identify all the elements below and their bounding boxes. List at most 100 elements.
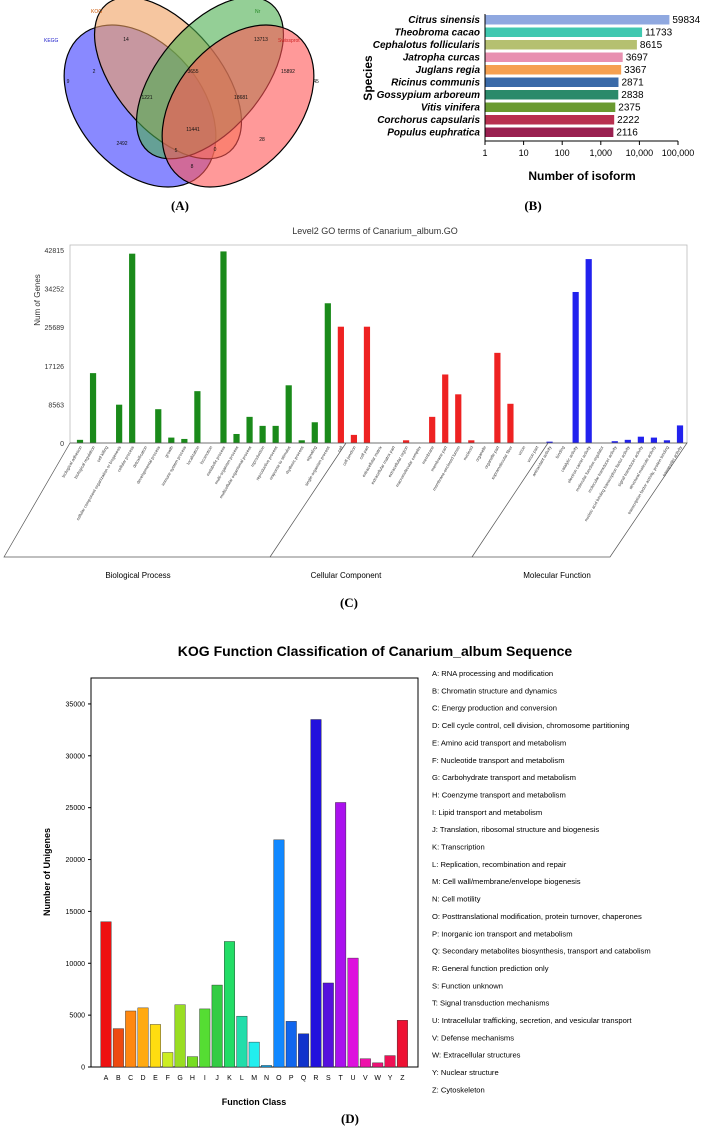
category-label: P <box>289 1075 294 1082</box>
category-label: signaling <box>305 444 318 461</box>
bar <box>485 102 616 112</box>
venn-region-value: 2492 <box>116 141 127 147</box>
plot-frame <box>69 244 688 444</box>
bar-value-label: 2838 <box>621 90 644 101</box>
bar <box>168 437 175 443</box>
y-tick-label: 0 <box>81 1065 85 1072</box>
category-label: binding <box>554 444 565 459</box>
bar <box>246 416 253 443</box>
legend-item: O: Posttranslational modification, prote… <box>432 912 642 921</box>
category-label: R <box>313 1075 318 1082</box>
bar <box>485 115 615 125</box>
bar <box>125 1010 137 1068</box>
bar <box>676 425 684 443</box>
venn-region-value: 18681 <box>234 95 248 101</box>
bar <box>285 1021 297 1068</box>
category-label: C <box>128 1075 133 1082</box>
category-label: H <box>190 1075 195 1082</box>
legend-item: K: Transcription <box>432 843 485 852</box>
bar <box>259 425 266 443</box>
category-label: immune system process <box>160 445 187 487</box>
category-label: S <box>326 1075 331 1082</box>
y-tick-label: 5000 <box>69 1013 85 1020</box>
y-tick-label: 0 <box>60 441 64 448</box>
bar <box>155 409 162 443</box>
category-label: Ricinus communis <box>391 78 480 89</box>
bar <box>149 1024 161 1068</box>
category-label: cell killing <box>96 444 110 463</box>
legend-item: C: Energy production and conversion <box>432 704 557 713</box>
category-label: Jatropha curcas <box>403 53 481 64</box>
bar <box>663 440 671 443</box>
y-tick-label: 25000 <box>66 805 86 812</box>
bar <box>485 52 623 62</box>
bar <box>429 416 436 443</box>
category-label: nucleoid <box>462 444 474 461</box>
venn-region-value: 13713 <box>254 37 268 43</box>
category-label: organelle <box>474 444 487 462</box>
legend-item: M: Cell wall/membrane/envelope biogenesi… <box>432 877 581 886</box>
y-axis-title: Number of Unigenes <box>42 828 52 916</box>
bar <box>335 802 347 1068</box>
bar <box>507 403 514 443</box>
bar <box>186 1056 198 1068</box>
bar-value-label: 2222 <box>617 115 640 126</box>
category-label: Corchorus capsularis <box>377 115 480 126</box>
bar-value-label: 8615 <box>640 40 663 51</box>
y-tick-label: 30000 <box>66 753 86 760</box>
bar <box>162 1052 174 1068</box>
category-label: developmental process <box>135 445 161 485</box>
venn-region-value: 8 <box>191 164 194 170</box>
legend-item: F: Nucleotide transport and metabolism <box>432 756 565 765</box>
legend-item: W: Extracellular structures <box>432 1051 521 1060</box>
category-label: virion part <box>526 444 540 463</box>
bar <box>220 251 227 443</box>
bar <box>261 1065 272 1068</box>
venn-set-label-swissprot: Swissprot <box>278 38 300 44</box>
category-label: growth <box>164 444 175 458</box>
y-tick-label: 8563 <box>48 402 64 409</box>
bar <box>311 422 318 443</box>
category-label: cell part <box>358 444 370 460</box>
category-label: Gossypium arboreum <box>377 90 480 101</box>
bar <box>211 984 223 1068</box>
venn-region-value: 1221 <box>141 95 152 101</box>
group-divider <box>269 442 347 558</box>
venn-region-value: 9 <box>67 79 70 85</box>
bar <box>485 90 619 100</box>
legend-item: A: RNA processing and modification <box>432 669 553 678</box>
venn-region-value: 2 <box>93 69 96 75</box>
category-label: D <box>141 1075 146 1082</box>
legend-item: I: Lipid transport and metabolism <box>432 808 542 817</box>
legend-item: S: Function unknown <box>432 981 503 990</box>
category-label: Cephalotus follicularis <box>373 40 481 51</box>
category-label: E <box>153 1075 158 1082</box>
bar-value-label: 2871 <box>621 78 644 89</box>
venn-diagram: KEGG KOG Nr Swissprot 9 14 13713 45 2 36… <box>44 0 319 188</box>
bar <box>442 374 449 443</box>
x-tick-label: 10 <box>519 148 529 158</box>
legend-item: Q: Secondary metabolites biosynthesis, t… <box>432 947 651 956</box>
legend-item: E: Amino acid transport and metabolism <box>432 738 566 747</box>
bar <box>485 77 619 87</box>
venn-region-value: 28 <box>259 137 265 143</box>
category-label: Q <box>301 1075 307 1082</box>
bar <box>174 1004 186 1068</box>
bar <box>624 439 631 443</box>
chart-title: KOG Function Classification of Canarium_… <box>178 643 573 659</box>
legend-item: D: Cell cycle control, cell division, ch… <box>432 721 630 730</box>
y-tick-label: 10000 <box>66 961 86 968</box>
legend-item: B: Chromatin structure and dynamics <box>432 686 557 695</box>
venn-set-swissprot <box>161 24 315 188</box>
bar <box>363 326 371 443</box>
bar <box>372 1062 384 1068</box>
bar <box>324 303 331 443</box>
panel-label-b: (B) <box>524 198 541 213</box>
legend-item: N: Cell motility <box>432 895 481 904</box>
venn-set-label-kog: KOG <box>91 9 102 15</box>
legend-item: H: Coenzyme transport and metabolism <box>432 790 566 799</box>
legend-item: J: Translation, ribosomal structure and … <box>432 825 599 834</box>
group-label-molecular-function: Molecular Function <box>523 571 591 580</box>
bar <box>468 440 475 443</box>
